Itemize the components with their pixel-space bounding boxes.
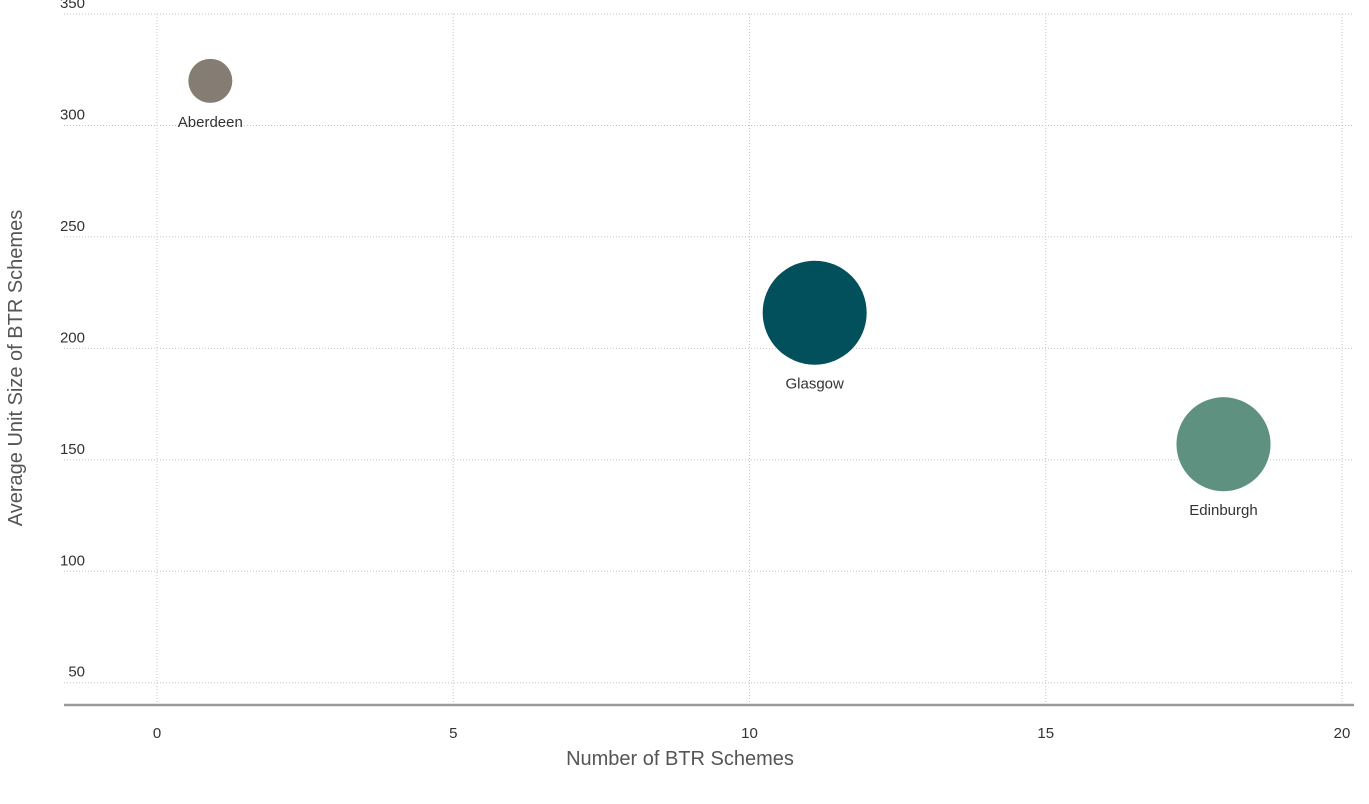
- bubble-labels: Aberdeen Glasgow Edinburgh: [178, 114, 1258, 519]
- x-tick-label: 15: [1037, 725, 1054, 742]
- y-tick-label: 300: [60, 106, 85, 123]
- bubble-glasgow: [762, 260, 867, 365]
- axes: 0 5 10 15 20 50 100 150 200 250 300 350: [60, 0, 1354, 742]
- bubbles: [188, 58, 1271, 492]
- bubble-aberdeen: [188, 58, 233, 103]
- y-axis-title: Average Unit Size of BTR Schemes: [5, 210, 27, 526]
- x-tick-label: 5: [449, 725, 457, 742]
- y-tick-label: 150: [60, 441, 85, 458]
- bubble-label-glasgow: Glasgow: [785, 376, 844, 393]
- x-axis-title: Number of BTR Schemes: [566, 748, 794, 770]
- grid: [64, 13, 1352, 705]
- y-tick-label: 50: [68, 664, 85, 681]
- bubble-label-edinburgh: Edinburgh: [1189, 502, 1257, 519]
- y-tick-label: 100: [60, 552, 85, 569]
- x-tick-label: 0: [153, 725, 161, 742]
- bubble-edinburgh: [1176, 397, 1271, 492]
- y-tick-label: 200: [60, 329, 85, 346]
- y-tick-label: 250: [60, 218, 85, 235]
- y-tick-label: 350: [60, 0, 85, 12]
- x-tick-label: 20: [1334, 725, 1351, 742]
- bubble-label-aberdeen: Aberdeen: [178, 114, 243, 131]
- x-tick-label: 10: [741, 725, 758, 742]
